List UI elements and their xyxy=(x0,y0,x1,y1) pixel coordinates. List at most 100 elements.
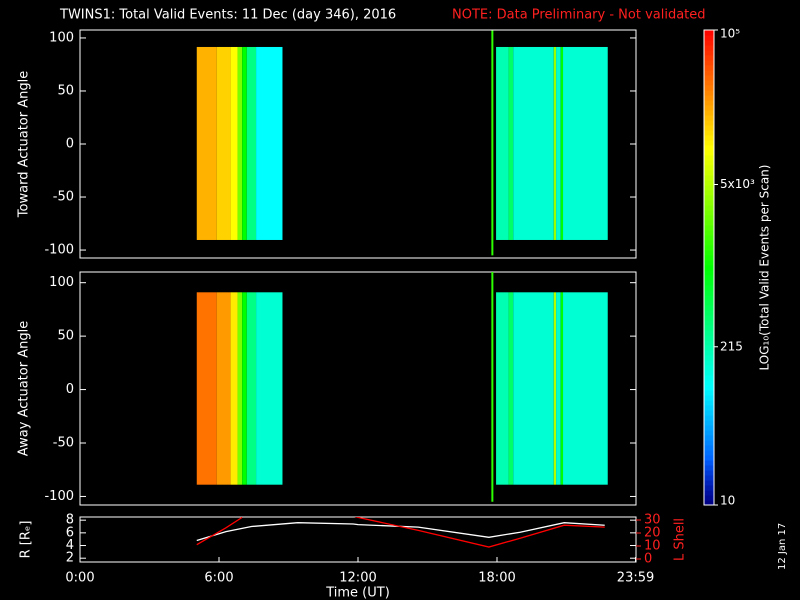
y-tick-label: 6 xyxy=(66,525,74,540)
colorbar-step xyxy=(704,85,714,91)
colorbar-step xyxy=(704,320,714,326)
heatmap-cell xyxy=(553,292,557,485)
heatmap-cell xyxy=(230,292,238,485)
y-axis-label: Toward Actuator Angle xyxy=(17,71,32,218)
colorbar-step xyxy=(704,60,714,66)
series-line xyxy=(196,517,605,548)
colorbar-step xyxy=(704,220,714,226)
colorbar-step xyxy=(704,135,714,141)
colorbar-step xyxy=(704,290,714,296)
colorbar-step xyxy=(704,130,714,136)
colorbar-step xyxy=(704,325,714,331)
heatmap-cell xyxy=(242,46,247,240)
y-tick-label: 100 xyxy=(49,30,74,45)
y-tick-label: 50 xyxy=(57,329,74,344)
heatmap-cell xyxy=(256,46,283,240)
colorbar-step xyxy=(704,110,714,116)
heatmap-cell xyxy=(556,46,561,240)
colorbar-step xyxy=(704,225,714,231)
colorbar-step xyxy=(704,455,714,461)
x-tick-label: 0:00 xyxy=(65,571,94,586)
colorbar-step xyxy=(704,300,714,306)
x-axis-label: Time (UT) xyxy=(325,586,390,600)
y2-tick-label: 30 xyxy=(644,512,661,527)
colorbar-step xyxy=(704,145,714,151)
colorbar-step xyxy=(704,345,714,351)
colorbar-step xyxy=(704,330,714,336)
heatmap-cell xyxy=(256,292,283,485)
chart-title: TWINS1: Total Valid Events: 11 Dec (day … xyxy=(59,8,396,23)
heatmap-cell xyxy=(563,46,608,240)
colorbar-step xyxy=(704,190,714,196)
heatmap-cell xyxy=(196,46,217,240)
colorbar-step xyxy=(704,365,714,371)
colorbar-step xyxy=(704,70,714,76)
colorbar-step xyxy=(704,65,714,71)
colorbar-tick-label: 10⁵ xyxy=(720,27,740,41)
y-tick-label: -50 xyxy=(53,436,74,451)
colorbar-tick-label: 5x10³ xyxy=(720,177,755,191)
colorbar-step xyxy=(704,340,714,346)
y-tick-label: 4 xyxy=(66,538,74,553)
heatmap-cell xyxy=(508,292,514,485)
heatmap-cell xyxy=(560,292,564,485)
y-tick-label: 8 xyxy=(66,513,74,528)
colorbar-step xyxy=(704,380,714,386)
colorbar-step xyxy=(704,165,714,171)
heatmap-cell xyxy=(496,46,509,240)
colorbar-step xyxy=(704,385,714,391)
heatmap-cell xyxy=(553,46,557,240)
colorbar-step xyxy=(704,115,714,121)
colorbar-step xyxy=(704,335,714,341)
colorbar-step xyxy=(704,485,714,491)
colorbar-step xyxy=(704,270,714,276)
colorbar-step xyxy=(704,315,714,321)
colorbar-step xyxy=(704,480,714,486)
colorbar-step xyxy=(704,40,714,46)
y2-tick-label: 0 xyxy=(644,552,652,567)
x-tick-label: 18:00 xyxy=(478,571,515,586)
colorbar-step xyxy=(704,275,714,281)
heatmap-cell xyxy=(563,292,608,485)
colorbar-step xyxy=(704,355,714,361)
note: NOTE: Data Preliminary - Not validated xyxy=(452,8,706,23)
colorbar-step xyxy=(704,390,714,396)
x-tick-label: 6:00 xyxy=(204,571,233,586)
colorbar-step xyxy=(704,150,714,156)
y2-tick-label: 20 xyxy=(644,525,661,540)
colorbar-step xyxy=(704,35,714,41)
colorbar-step xyxy=(704,395,714,401)
colorbar-step xyxy=(704,420,714,426)
series-line xyxy=(196,522,605,542)
colorbar-step xyxy=(704,460,714,466)
plot-frame xyxy=(79,271,637,506)
x-tick-label: 23:59 xyxy=(617,571,654,586)
colorbar-step xyxy=(704,95,714,101)
heatmap-cell xyxy=(242,292,247,485)
y-tick-label: 0 xyxy=(66,137,74,152)
colorbar-step xyxy=(704,255,714,261)
colorbar-step xyxy=(704,250,714,256)
heatmap-cell xyxy=(513,46,554,240)
colorbar-step xyxy=(704,495,714,501)
colorbar-step xyxy=(704,240,714,246)
colorbar-step xyxy=(704,265,714,271)
colorbar-step xyxy=(704,235,714,241)
y-tick-label: -50 xyxy=(53,190,74,205)
y-axis-label: Away Actuator Angle xyxy=(17,321,32,456)
y2-axis-label: L Shell xyxy=(673,518,688,561)
heatmap-cell xyxy=(237,46,243,240)
colorbar-step xyxy=(704,445,714,451)
heatmap-cell xyxy=(513,292,554,485)
colorbar-step xyxy=(704,440,714,446)
colorbar-step xyxy=(704,105,714,111)
colorbar-step xyxy=(704,470,714,476)
colorbar-step xyxy=(704,80,714,86)
heatmap-cell xyxy=(216,46,231,240)
colorbar-step xyxy=(704,90,714,96)
colorbar-step xyxy=(704,125,714,131)
colorbar-step xyxy=(704,260,714,266)
lines xyxy=(196,517,605,548)
heatmap-cell xyxy=(196,292,217,485)
